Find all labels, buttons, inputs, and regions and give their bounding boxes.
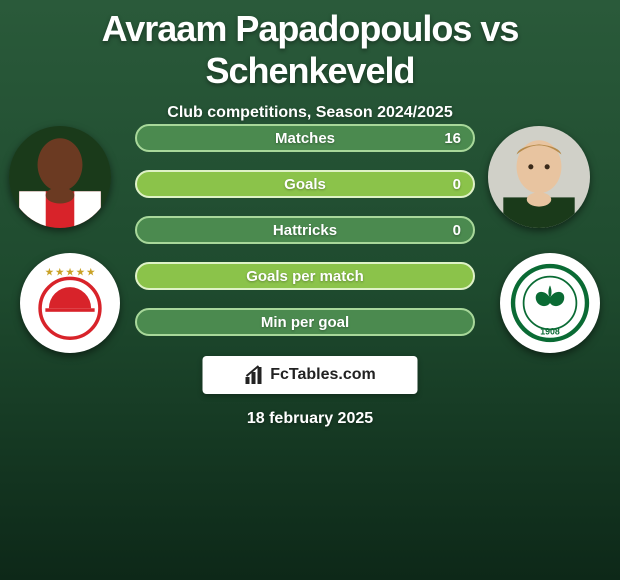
brand-box[interactable]: FcTables.com [203,356,418,394]
player-right-avatar [488,126,590,228]
page-title: Avraam Papadopoulos vs Schenkeveld [0,0,620,92]
stat-row-goals-per-match: Goals per match [135,262,475,290]
stat-label: Min per goal [137,314,473,331]
stat-label: Goals per match [137,268,473,285]
stat-label: Matches [137,130,473,147]
stats-container: Matches 16 Goals 0 Hattricks 0 Goals per… [135,124,475,354]
club-right-year: 1908 [540,327,560,337]
stat-row-hattricks: Hattricks 0 [135,216,475,244]
bar-chart-icon [244,365,264,385]
date-line: 18 february 2025 [0,410,620,428]
svg-text:OLYM: OLYM [58,316,81,323]
club-left-badge: ★ ★ ★ ★ ★ OLYM [20,253,120,353]
stat-label: Goals [137,176,473,193]
player-left-avatar [9,126,111,228]
page-subtitle: Club competitions, Season 2024/2025 [0,104,620,122]
stat-label: Hattricks [137,222,473,239]
stat-row-goals: Goals 0 [135,170,475,198]
club-right-badge: 1908 [500,253,600,353]
stat-row-min-per-goal: Min per goal [135,308,475,336]
stat-row-matches: Matches 16 [135,124,475,152]
svg-text:★ ★ ★ ★ ★: ★ ★ ★ ★ ★ [45,267,95,277]
brand-label: FcTables.com [270,366,376,384]
